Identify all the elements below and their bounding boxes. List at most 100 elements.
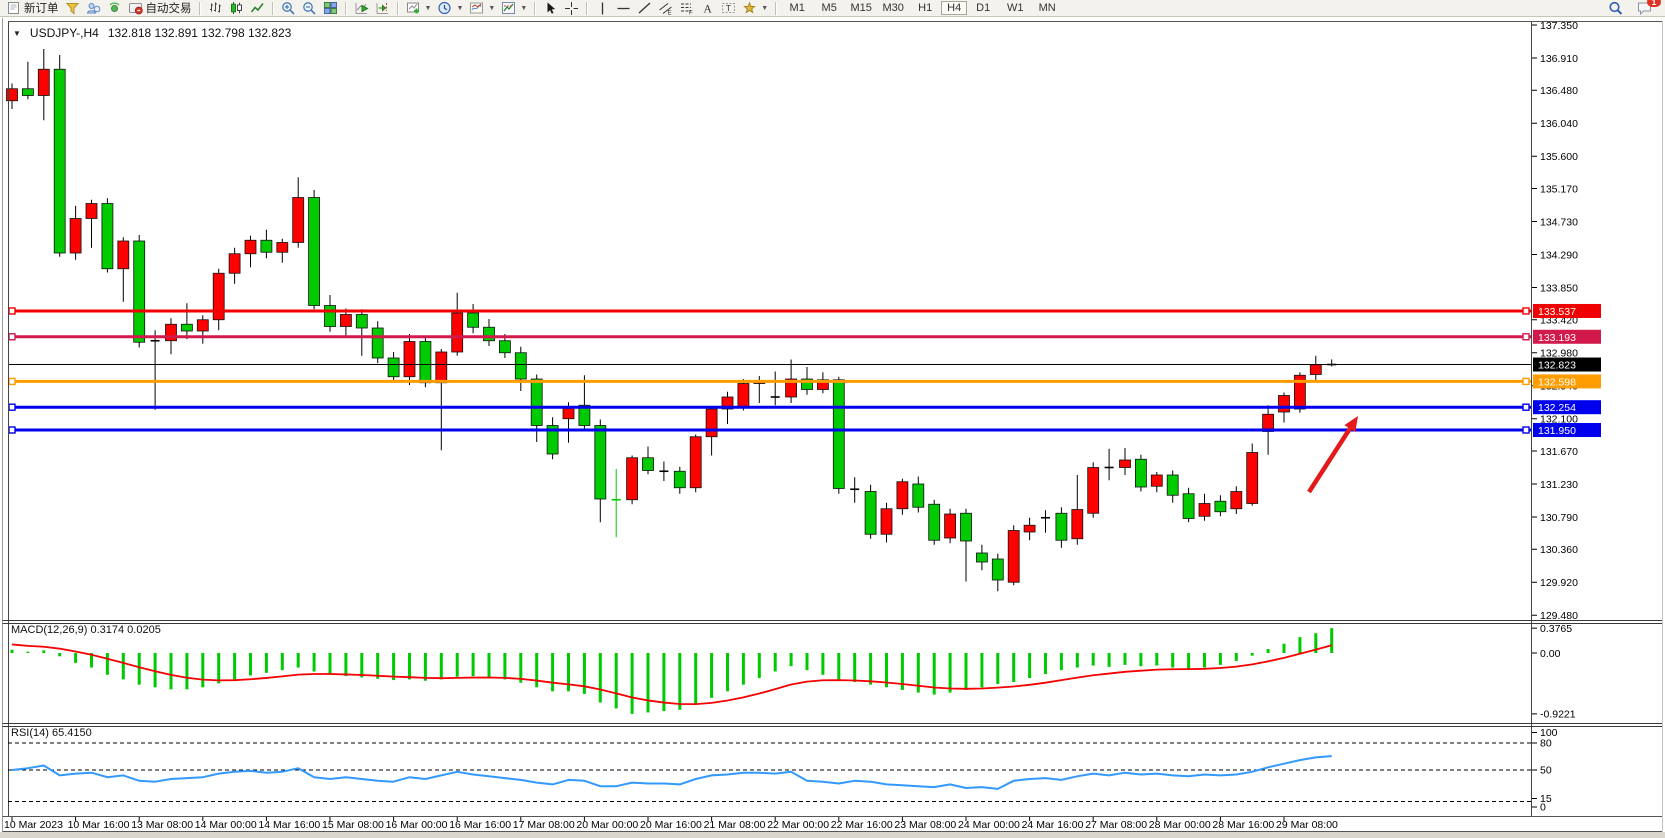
zoom-in-button[interactable]: [278, 0, 299, 16]
line-handle[interactable]: [1522, 307, 1530, 315]
line-handle[interactable]: [8, 333, 16, 341]
rsi-scale-label: 15: [1540, 793, 1552, 805]
timeframe-m30-button[interactable]: M30: [882, 2, 904, 14]
line-handle[interactable]: [1522, 333, 1530, 341]
price-axis[interactable]: 137.350 136.910 136.480 136.040 135.600 135.1…: [1532, 20, 1601, 622]
price-tick-label: 134.730: [1540, 216, 1578, 228]
chart-title: ▼ USDJPY-,H4 132.818 132.891 132.798 132…: [13, 26, 291, 40]
horizontal-line-button[interactable]: [613, 0, 634, 16]
timeframe-h1-button[interactable]: H1: [918, 2, 933, 14]
market-watch-icon: [65, 1, 80, 15]
equidistant-channel-button[interactable]: E: [655, 0, 676, 16]
tile-windows-button[interactable]: [320, 0, 341, 16]
zoom-out-button[interactable]: [299, 0, 320, 16]
collapse-triangle-icon[interactable]: ▼: [13, 28, 21, 38]
fibonacci-button[interactable]: F: [676, 0, 697, 16]
vertical-line-button[interactable]: [592, 0, 613, 16]
dropdown-arrow-icon[interactable]: ▼: [456, 4, 464, 12]
timeframe-w1-button[interactable]: W1: [1006, 2, 1024, 14]
line-handle[interactable]: [8, 307, 16, 315]
indicators-button[interactable]: ▼: [498, 0, 530, 16]
line-handle[interactable]: [8, 403, 16, 411]
toolbar-separator: [396, 1, 399, 15]
macd-scale-label: -0.9221: [1540, 709, 1576, 721]
tile-windows-icon: [323, 1, 338, 15]
arrows-tool-button[interactable]: ▼: [739, 0, 771, 16]
trend-line-button[interactable]: [634, 0, 655, 16]
rsi-scale-label: 0: [1540, 802, 1546, 814]
chart-shift-icon: [375, 1, 390, 15]
date-tick-label: 16 Mar 16:00: [449, 819, 511, 831]
macd-bar: [280, 653, 284, 671]
text-button[interactable]: A: [697, 0, 718, 16]
timeframe-m15-button[interactable]: M15: [850, 2, 872, 14]
auto-scroll-button[interactable]: [351, 0, 372, 16]
trend-arrow-annotation[interactable]: [1307, 416, 1358, 494]
toolbar-separator: [271, 1, 274, 15]
date-tick-label: 24 Mar 16:00: [1022, 819, 1084, 831]
candle-chart-button[interactable]: [226, 0, 247, 16]
dropdown-arrow-icon[interactable]: ▼: [761, 4, 769, 12]
candle-body: [1119, 459, 1131, 468]
timeframe-d1-button[interactable]: D1: [976, 2, 991, 14]
candle-body: [530, 378, 543, 426]
timeframe-h4-button[interactable]: H4: [941, 1, 968, 15]
toolbar-separator: [198, 1, 201, 15]
candle-body: [864, 491, 877, 535]
line-handle[interactable]: [8, 426, 16, 434]
mql-community-button[interactable]: [83, 0, 104, 16]
new-order-button[interactable]: 新订单: [3, 0, 62, 16]
svg-text:E: E: [668, 11, 672, 16]
price-tick-label: 131.670: [1540, 446, 1578, 458]
timeframe-mn-button[interactable]: MN: [1038, 2, 1056, 14]
timeframe-m5-button[interactable]: M5: [821, 2, 837, 14]
candle-body: [53, 68, 66, 254]
macd-bar: [376, 653, 380, 679]
date-tick-label: 22 Mar 16:00: [831, 819, 893, 831]
ohlc-quote: 132.818 132.891 132.798 132.823: [107, 26, 292, 40]
text-label-button[interactable]: T: [718, 0, 739, 16]
svg-text:F: F: [689, 11, 693, 16]
bar-chart-button[interactable]: [205, 0, 226, 16]
chart-shift-button[interactable]: [372, 0, 393, 16]
crosshair-button[interactable]: [561, 0, 582, 16]
candle-body: [514, 352, 527, 380]
candle-body: [244, 239, 257, 255]
market-watch-button[interactable]: [62, 0, 83, 16]
macd-bar: [296, 653, 300, 668]
time-axis[interactable]: 10 Mar 2023 10 Mar 16:00 13 Mar 08:00 14 Ma…: [4, 817, 1338, 831]
dropdown-arrow-icon[interactable]: ▼: [488, 4, 496, 12]
dropdown-arrow-icon[interactable]: ▼: [520, 4, 528, 12]
templates-button[interactable]: ▼: [466, 0, 498, 16]
macd-bar: [821, 653, 825, 675]
line-handle[interactable]: [1522, 377, 1530, 386]
candle-body: [387, 357, 400, 378]
price-badge-132.598: [1533, 374, 1601, 389]
line-handle[interactable]: [1522, 403, 1530, 411]
macd-bar: [964, 653, 968, 690]
level-lines: [8, 307, 1532, 434]
cursor-button[interactable]: [540, 0, 561, 16]
price-badge-label: 132.598: [1538, 376, 1576, 388]
line-handle[interactable]: [8, 377, 16, 386]
macd-bar: [535, 653, 539, 688]
macd-bar: [408, 653, 411, 680]
candle-body: [817, 379, 829, 390]
timeframe-m1-button[interactable]: M1: [789, 2, 805, 14]
toolbar-separator: [344, 1, 347, 15]
search-button[interactable]: [1605, 0, 1626, 16]
candle-body: [785, 378, 797, 398]
macd-bar: [217, 653, 221, 684]
price-tick-label: 129.480: [1540, 610, 1578, 622]
signals-button[interactable]: [104, 0, 125, 16]
autotrading-button[interactable]: 自动交易: [125, 0, 195, 16]
line-chart-button[interactable]: [247, 0, 268, 16]
notifications-button[interactable]: 1: [1634, 0, 1661, 16]
line-handle[interactable]: [1522, 426, 1530, 434]
new-chart-button[interactable]: ▼: [403, 0, 435, 16]
dropdown-arrow-icon[interactable]: ▼: [424, 4, 432, 12]
profiles-button[interactable]: ▼: [434, 0, 466, 16]
macd-bar: [1059, 653, 1063, 671]
macd-bar: [614, 653, 618, 709]
